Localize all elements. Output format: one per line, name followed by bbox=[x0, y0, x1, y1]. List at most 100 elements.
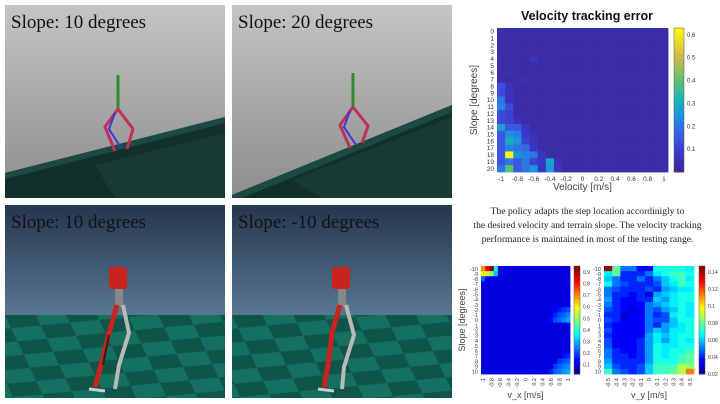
heatmap-cell bbox=[685, 281, 695, 287]
heatmap-cell bbox=[594, 96, 604, 104]
heatmap-cell bbox=[510, 286, 516, 293]
robot-cassie bbox=[88, 267, 132, 393]
heatmap-cell bbox=[529, 110, 539, 118]
heatmap-cell bbox=[612, 327, 621, 334]
heatmap-cell bbox=[611, 117, 620, 125]
heatmap-cell bbox=[636, 286, 646, 293]
heatmap-cell bbox=[557, 281, 562, 287]
colorbar-segment bbox=[674, 150, 684, 155]
heatmap-cell bbox=[519, 338, 524, 344]
heatmap-cell bbox=[514, 358, 520, 365]
heatmap-cell bbox=[635, 34, 644, 43]
heatmap-cell bbox=[611, 103, 620, 111]
heatmap-cell bbox=[604, 327, 613, 334]
heatmap-cell bbox=[611, 137, 620, 145]
heatmap-cell bbox=[548, 276, 554, 282]
heatmap-cell bbox=[644, 353, 654, 359]
x-tick-label: -0.1 bbox=[639, 378, 645, 387]
heatmap-cell bbox=[661, 276, 670, 282]
heatmap-cell bbox=[553, 291, 558, 298]
heatmap-cell bbox=[659, 137, 669, 145]
heatmap-cell bbox=[514, 307, 520, 313]
heatmap-cell bbox=[627, 96, 636, 104]
heatmap-cell bbox=[628, 343, 638, 349]
heatmap-cell bbox=[612, 348, 621, 354]
colorbar-segment bbox=[674, 92, 684, 97]
heatmap-cell bbox=[562, 55, 571, 63]
heatmap-cell bbox=[540, 281, 545, 287]
colorbar-segment bbox=[674, 49, 684, 54]
heatmap-cell bbox=[557, 358, 562, 365]
heatmap-cell bbox=[565, 368, 571, 375]
caption-line: The policy adapts the step location acco… bbox=[490, 206, 685, 217]
colorbar-segment bbox=[674, 121, 684, 126]
heatmap-cell bbox=[659, 103, 669, 111]
heatmap-cell bbox=[557, 317, 562, 323]
sim-scene bbox=[232, 5, 452, 198]
heatmap-cell bbox=[510, 291, 516, 298]
heatmap-cell bbox=[527, 332, 533, 339]
colorbar-segment bbox=[699, 371, 705, 375]
heatmap-cell bbox=[594, 165, 604, 173]
heatmap-cell bbox=[531, 348, 537, 354]
heatmap-cell bbox=[481, 322, 486, 329]
heatmap-cell bbox=[561, 317, 567, 323]
x-tick-label: -0.4 bbox=[614, 378, 620, 387]
heatmap-cell bbox=[545, 165, 555, 173]
x-tick-label: 0.2 bbox=[663, 378, 669, 386]
heatmap-cell bbox=[529, 158, 539, 166]
colorbar-segment bbox=[699, 303, 705, 307]
heatmap-cell bbox=[493, 353, 499, 359]
heatmap-cell bbox=[644, 338, 654, 344]
heatmap-cell bbox=[510, 271, 516, 277]
heatmap-cell bbox=[565, 266, 571, 272]
heatmap-cell bbox=[548, 322, 554, 329]
colorbar-segment bbox=[699, 355, 705, 359]
heatmap-cell bbox=[531, 353, 537, 359]
heatmap-cell bbox=[586, 62, 596, 70]
heatmap-cell bbox=[635, 76, 644, 84]
heatmap-cell bbox=[669, 271, 679, 277]
heatmap-cell bbox=[659, 165, 669, 173]
colorbar-segment bbox=[574, 293, 580, 297]
heatmap-cell bbox=[628, 368, 638, 375]
heatmap-cell bbox=[562, 62, 571, 70]
heatmap-cell bbox=[669, 363, 679, 370]
heatmap-cell bbox=[604, 348, 613, 354]
heatmap-cell bbox=[544, 291, 550, 298]
heatmap-cell bbox=[636, 348, 646, 354]
heatmap-cell bbox=[548, 317, 554, 323]
heatmap-cell bbox=[531, 343, 537, 349]
heatmap-cell bbox=[521, 48, 530, 56]
colorbar-segment bbox=[699, 344, 705, 348]
y-tick-label: -5 bbox=[596, 292, 601, 298]
heatmap-cell bbox=[570, 69, 579, 77]
colorbar-tick-label: 0.5 bbox=[687, 56, 696, 62]
heatmap-cell bbox=[602, 76, 612, 84]
heatmap-cell bbox=[570, 55, 579, 63]
panel-title: Slope: 20 degrees bbox=[238, 12, 374, 33]
heatmap-cell bbox=[643, 96, 653, 104]
heatmap-cell bbox=[557, 327, 562, 334]
heatmap-cell bbox=[594, 48, 604, 56]
heatmap-cell bbox=[635, 69, 644, 77]
heatmap-cell bbox=[536, 312, 541, 318]
heatmap-cell bbox=[578, 28, 587, 36]
heatmap-cell bbox=[493, 286, 499, 293]
heatmap-cell bbox=[612, 281, 621, 287]
heatmap-cell bbox=[677, 296, 687, 303]
heatmap-cell bbox=[506, 358, 512, 365]
heatmap-cell bbox=[536, 286, 541, 293]
colorbar-segment bbox=[699, 338, 705, 343]
heatmap-cell bbox=[628, 353, 638, 359]
heatmap-cell bbox=[565, 332, 571, 339]
heatmap-cell bbox=[506, 327, 512, 334]
heatmap-cell bbox=[489, 271, 495, 277]
heatmap-cell bbox=[514, 368, 520, 375]
heatmap-cell bbox=[565, 363, 571, 370]
heatmap-cell bbox=[548, 327, 554, 334]
heatmap-cell bbox=[570, 89, 579, 97]
heatmap-cell bbox=[505, 117, 514, 125]
heatmap-cell bbox=[481, 368, 486, 375]
heatmap-cell bbox=[620, 363, 629, 370]
